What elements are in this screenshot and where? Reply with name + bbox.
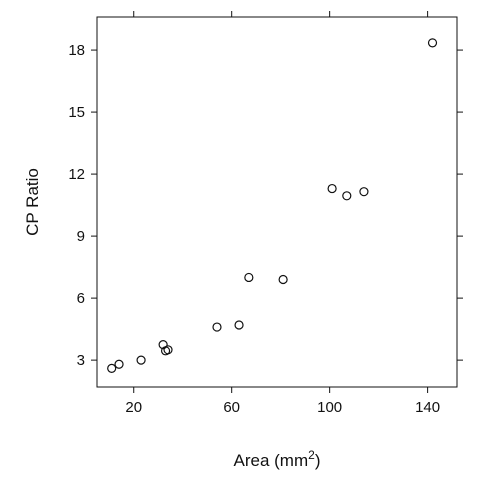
x-tick-label: 140 (415, 399, 440, 416)
x-axis: 20 60 100 140 (125, 11, 440, 416)
x-tick-label: 20 (125, 399, 142, 416)
data-point (278, 274, 288, 285)
data-point (427, 38, 438, 48)
y-axis: 3 6 9 12 15 18 (68, 42, 463, 369)
data-point (327, 183, 337, 194)
x-tick-label: 60 (223, 399, 240, 416)
x-axis-title-superscript: 2 (308, 448, 315, 462)
x-tick-label: 100 (317, 399, 342, 416)
plot-frame (96, 16, 458, 388)
y-tick-label: 6 (77, 290, 85, 307)
y-tick-label: 15 (68, 104, 85, 121)
data-point (114, 359, 124, 369)
data-point (342, 191, 352, 201)
x-axis-title: Area (mm2) (234, 448, 321, 470)
data-point (359, 187, 369, 197)
data-point (234, 320, 244, 330)
data-point (163, 345, 173, 355)
y-tick-label: 3 (77, 352, 85, 369)
y-tick-label: 12 (68, 166, 85, 183)
x-axis-title-suffix: ) (315, 451, 321, 470)
data-point (212, 322, 222, 332)
data-point (136, 355, 146, 365)
data-point (158, 340, 168, 350)
y-axis-title: CP Ratio (23, 168, 42, 236)
data-point (244, 272, 254, 283)
data-point (107, 363, 117, 373)
y-tick-label: 18 (68, 42, 85, 59)
data-points (107, 38, 438, 373)
y-tick-label: 9 (77, 228, 85, 245)
